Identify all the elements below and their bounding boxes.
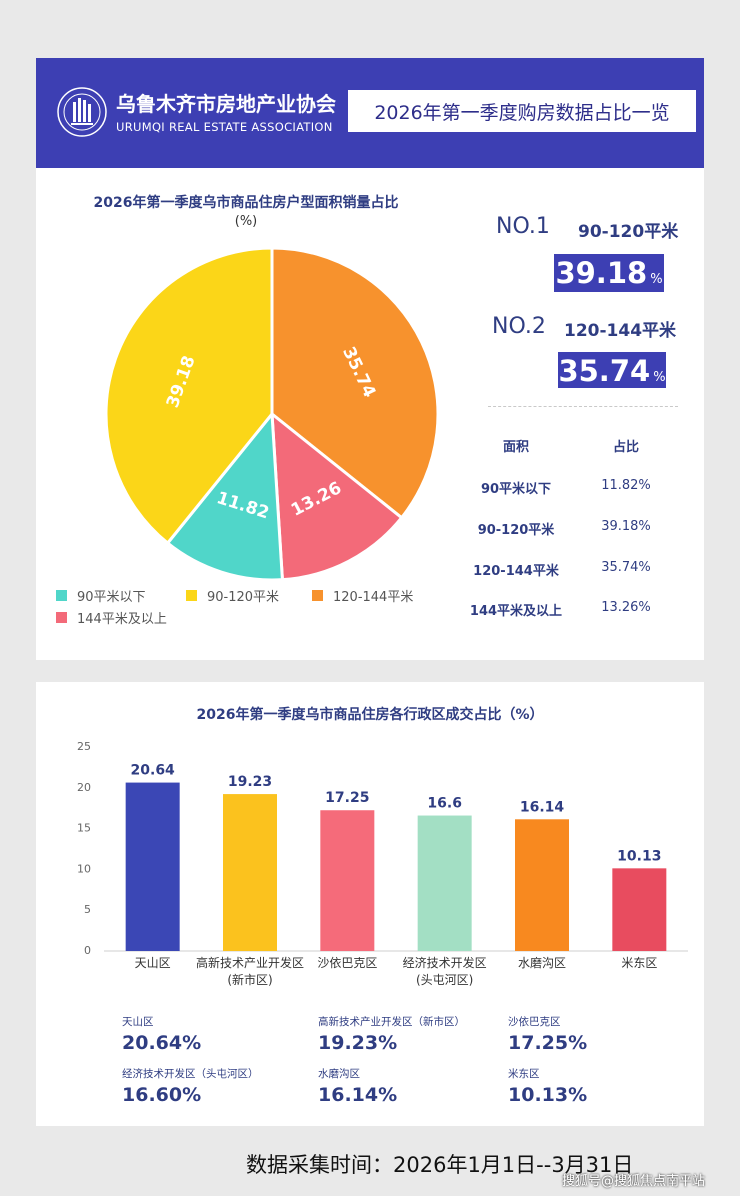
pie-slice [104,246,274,546]
bar-value-label: 17.25 [325,790,369,806]
x-tick-label: 天山区 [135,956,171,970]
summary-district-name: 经济技术开发区（头屯河区） [122,1068,259,1080]
legend-swatch [186,590,197,601]
bar [223,794,277,951]
table-row-area: 120-144平米 [473,564,559,579]
x-tick-label: (新市区) [227,972,272,987]
header-banner: 乌鲁木齐市房地产业协会 URUMQI REAL ESTATE ASSOCIATI… [36,58,704,168]
table-row-share: 13.26% [601,600,651,615]
y-tick-label: 5 [84,903,91,916]
pie-panel: 2026年第一季度乌市商品住房户型面积销量占比 (%) 35.74 13.26 11… [36,168,704,660]
summary-district-name: 水磨沟区 [318,1068,360,1080]
rank-2-pct: % [653,370,666,385]
header-title-box: 2026年第一季度购房数据占比一览 [348,90,696,132]
page-title: 2026年第一季度购房数据占比一览 [374,101,670,124]
summary-district-name: 天山区 [122,1016,154,1028]
y-tick-label: 0 [84,944,91,957]
summary-district-value: 20.64% [122,1032,202,1054]
bar [417,815,472,951]
data-collection-date: 数据采集时间：2026年1月1日--3月31日 [246,1153,634,1177]
pie-slice [165,410,285,582]
bar [320,810,375,951]
x-tick-label: 经济技术开发区 [403,955,487,970]
pie-slice [270,410,404,582]
bar-value-label: 19.23 [228,774,272,790]
rank-1-pct: % [650,272,663,287]
bar-panel: 2026年第一季度乌市商品住房各行政区成交占比（%） 0 5 10 15 20 25 20.… [36,682,704,1126]
summary-district-value: 17.25% [508,1032,588,1054]
table-row-area: 90平米以下 [480,482,552,497]
bar [515,819,569,951]
association-name-cn: 乌鲁木齐市房地产业协会 [116,92,336,116]
association-logo-icon [57,87,107,137]
y-tick-label: 15 [77,822,91,835]
x-tick-label: 米东区 [621,956,657,970]
bar-value-label: 16.6 [427,796,462,812]
summary-district-value: 10.13% [508,1084,588,1106]
y-tick-label: 10 [77,862,91,875]
rank-1-range: 90-120平米 [578,222,679,242]
rank-2-range: 120-144平米 [564,321,677,341]
summary-district-value: 16.14% [318,1084,398,1106]
legend-label: 90平米以下 [77,590,146,605]
table-divider [488,406,678,407]
bar-chart-title: 2026年第一季度乌市商品住房各行政区成交占比（%） [196,707,544,723]
legend-item: 120-144平米 [312,586,413,605]
source-watermark: 搜狐号@搜狐焦点南平站 [562,1174,706,1189]
summary-district-value: 19.23% [318,1032,398,1054]
table-header-area: 面积 [502,440,529,455]
x-tick-label: 水磨沟区 [518,956,566,970]
x-tick-label: 沙依巴克区 [317,955,377,970]
bar-value-label: 10.13 [617,848,661,864]
bar-value-label: 16.14 [520,799,565,815]
summary-district-name: 米东区 [508,1068,540,1080]
y-tick-label: 25 [77,740,91,753]
bar-chart: 0 5 10 15 20 25 20.64 天山区 19.23 高新技术产业开发区 (新市区) 17.… [77,740,688,987]
legend-swatch [312,590,323,601]
x-tick-label: (头屯河区) [416,973,473,987]
bar [612,868,667,951]
legend-item: 90平米以下 [56,586,146,605]
table-row-area: 90-120平米 [477,523,555,538]
pie-chart-unit: (%) [234,214,258,229]
legend-swatch [56,590,67,601]
summary-district-name: 沙依巴克区 [508,1016,561,1028]
table-row-share: 39.18% [601,519,651,534]
pie-chart-title: 2026年第一季度乌市商品住房户型面积销量占比 [93,195,399,211]
bar [125,782,180,951]
legend-swatch [56,612,67,623]
table-header-share: 占比 [612,440,639,455]
rank-2-value-box: 35.74 % [558,352,666,388]
table-row-share: 11.82% [601,478,651,493]
pie-slice [270,246,440,520]
summary-district-value: 16.60% [122,1084,202,1106]
rank-2-value: 35.74 [558,354,651,388]
rank-1-value: 39.18 [555,256,648,290]
legend-label: 120-144平米 [333,590,414,605]
legend-item: 144平米及以上 [56,608,167,627]
y-tick-label: 20 [77,781,91,794]
summary-district-name: 高新技术产业开发区（新市区） [318,1016,465,1028]
legend-label: 144平米及以上 [77,612,167,627]
legend-item: 90-120平米 [186,586,279,605]
rank-2-label: NO.2 [492,314,546,339]
bar-value-label: 20.64 [131,763,176,779]
legend-label: 90-120平米 [207,590,280,605]
rank-1-label: NO.1 [496,214,550,239]
rank-1-value-box: 39.18 % [554,254,664,292]
table-row-share: 35.74% [601,560,651,575]
table-row-area: 144平米及以上 [469,604,563,619]
x-tick-label: 高新技术产业开发区 [196,955,304,970]
association-name-en: URUMQI REAL ESTATE ASSOCIATION [116,120,333,134]
